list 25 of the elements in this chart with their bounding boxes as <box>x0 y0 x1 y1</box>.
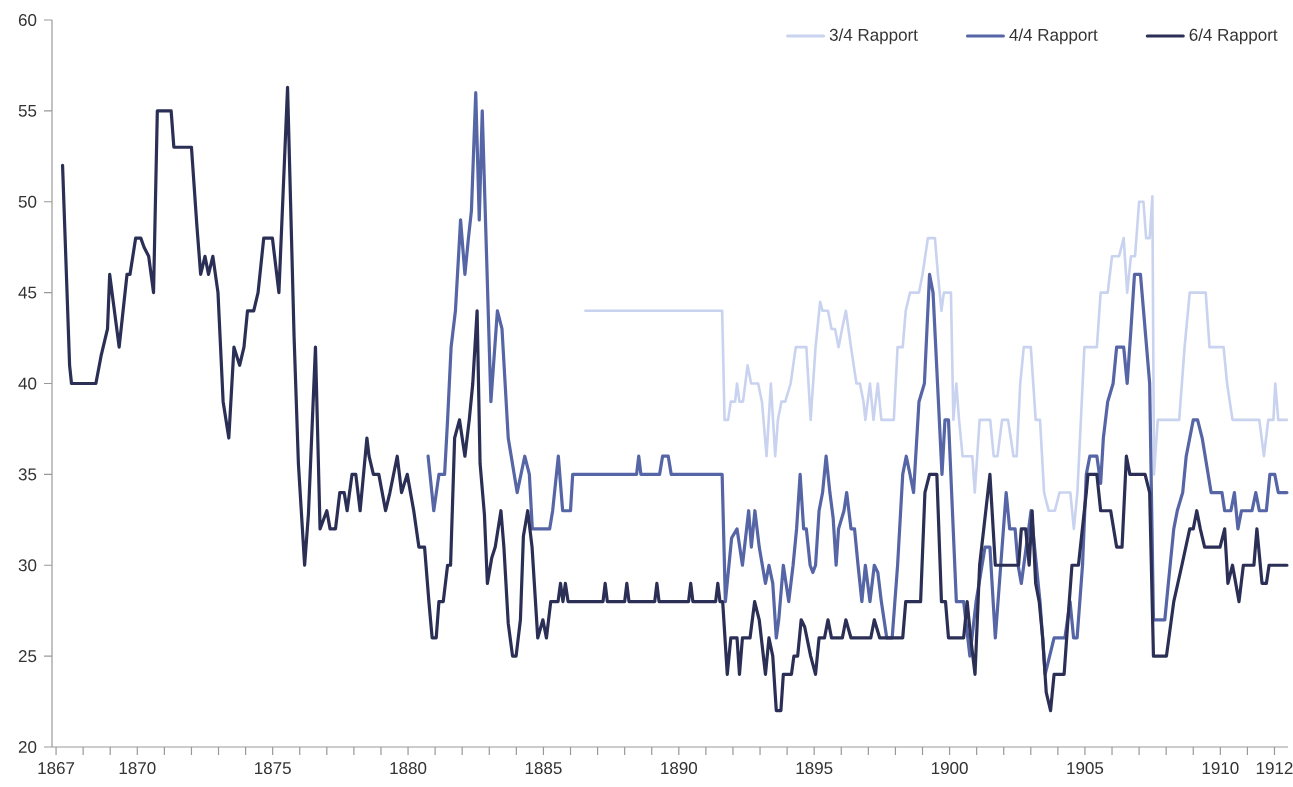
legend-label: 4/4 Rapport <box>1009 28 1098 45</box>
x-tick-label: 1875 <box>255 762 291 775</box>
x-tick-label: 1890 <box>661 762 698 775</box>
y-tick-label: 30 <box>18 559 37 572</box>
x-tick-label: 1900 <box>931 762 968 775</box>
y-tick-label: 45 <box>18 286 37 299</box>
x-tick-label: 1870 <box>119 762 156 775</box>
x-tick-label: 1867 <box>38 762 75 775</box>
y-tick-label: 50 <box>18 195 37 208</box>
line-series <box>60 85 1289 713</box>
y-tick-label: 60 <box>18 14 37 27</box>
legend-label: 3/4 Rapport <box>829 28 918 45</box>
y-tick-label: 25 <box>18 650 37 663</box>
y-tick-label: 40 <box>18 377 37 390</box>
x-tick-label: 1885 <box>525 762 562 775</box>
x-tick-label: 1905 <box>1067 762 1104 775</box>
x-tick-label: 1912 <box>1256 762 1293 775</box>
y-tick-label: 55 <box>18 104 37 117</box>
x-tick-label: 1895 <box>796 762 833 775</box>
line-series <box>584 195 1289 531</box>
y-tick-label: 35 <box>18 468 37 481</box>
legend-label: 6/4 Rapport <box>1189 28 1278 45</box>
y-tick-label: 20 <box>18 741 37 754</box>
x-tick-label: 1880 <box>390 762 427 775</box>
x-tick-label: 1910 <box>1202 762 1239 775</box>
